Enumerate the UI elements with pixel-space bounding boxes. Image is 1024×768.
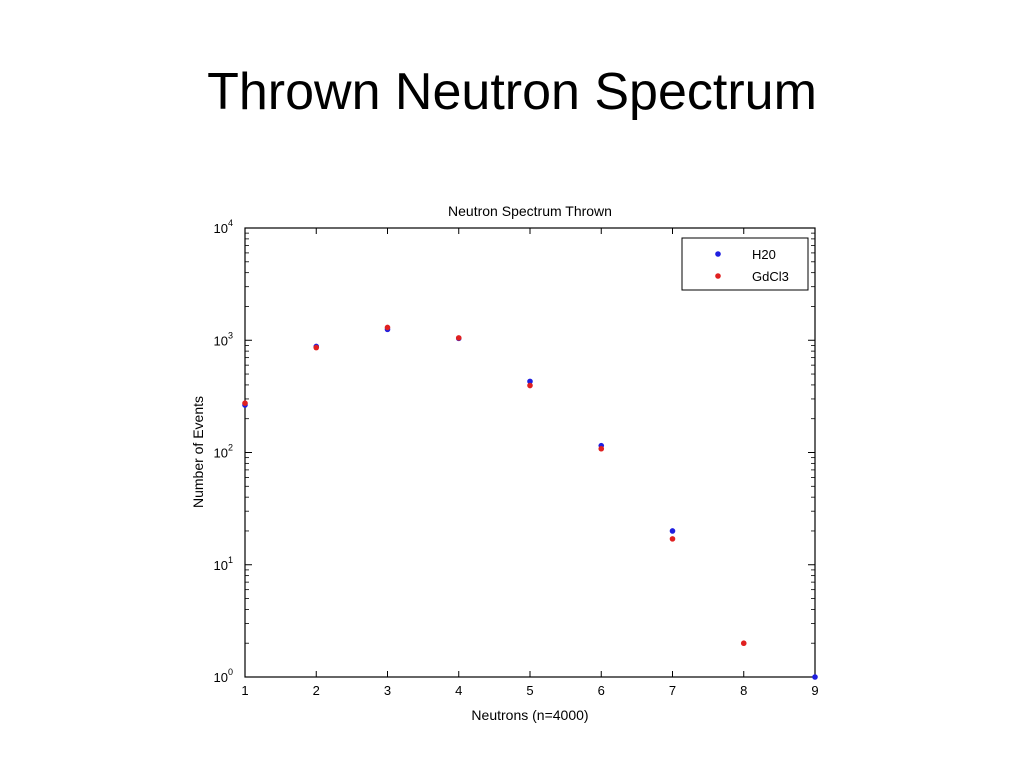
y-axis-label: Number of Events	[190, 396, 206, 508]
x-tick-label: 6	[598, 683, 605, 698]
legend-box	[681, 237, 809, 291]
legend-label-gdcl3: GdCl3	[752, 269, 789, 284]
x-axis-label: Neutrons (n=4000)	[471, 707, 588, 723]
plot-area-frame	[244, 227, 816, 678]
data-point-h20	[669, 528, 676, 534]
data-point-gdcl3	[598, 445, 605, 452]
legend: H20 GdCl3	[681, 237, 809, 291]
ticks-layer: 1 2 3 4 5 6 7 8 9 100 101 102 103 104	[214, 218, 819, 698]
data-point-gdcl3	[313, 344, 320, 351]
legend-label-h20: H20	[752, 247, 776, 262]
points-layer	[242, 324, 818, 680]
y-tick-label: 100	[214, 667, 233, 685]
data-point-gdcl3	[242, 400, 248, 406]
data-point-gdcl3	[384, 324, 391, 331]
slide-title: Thrown Neutron Spectrum	[207, 63, 817, 121]
legend-marker-h20	[715, 251, 721, 257]
data-point-gdcl3	[669, 536, 676, 542]
x-tick-label: 9	[811, 683, 818, 698]
data-point-h20	[812, 674, 818, 680]
y-tick-label: 103	[214, 330, 233, 348]
x-tick-label: 3	[384, 683, 391, 698]
y-tick-label: 102	[214, 443, 233, 461]
x-tick-label: 5	[526, 683, 533, 698]
data-point-gdcl3	[740, 640, 747, 647]
data-point-gdcl3	[455, 335, 462, 341]
data-point-h20	[527, 378, 533, 385]
y-tick-label: 101	[214, 555, 233, 573]
x-tick-label: 1	[241, 683, 248, 698]
data-point-gdcl3	[527, 382, 533, 389]
y-tick-label: 104	[214, 218, 233, 236]
x-tick-label: 8	[740, 683, 747, 698]
x-tick-label: 7	[669, 683, 676, 698]
chart-title: Neutron Spectrum Thrown	[448, 203, 612, 219]
x-tick-label: 4	[455, 683, 462, 698]
x-tick-label: 2	[313, 683, 320, 698]
legend-marker-gdcl3	[715, 273, 721, 279]
